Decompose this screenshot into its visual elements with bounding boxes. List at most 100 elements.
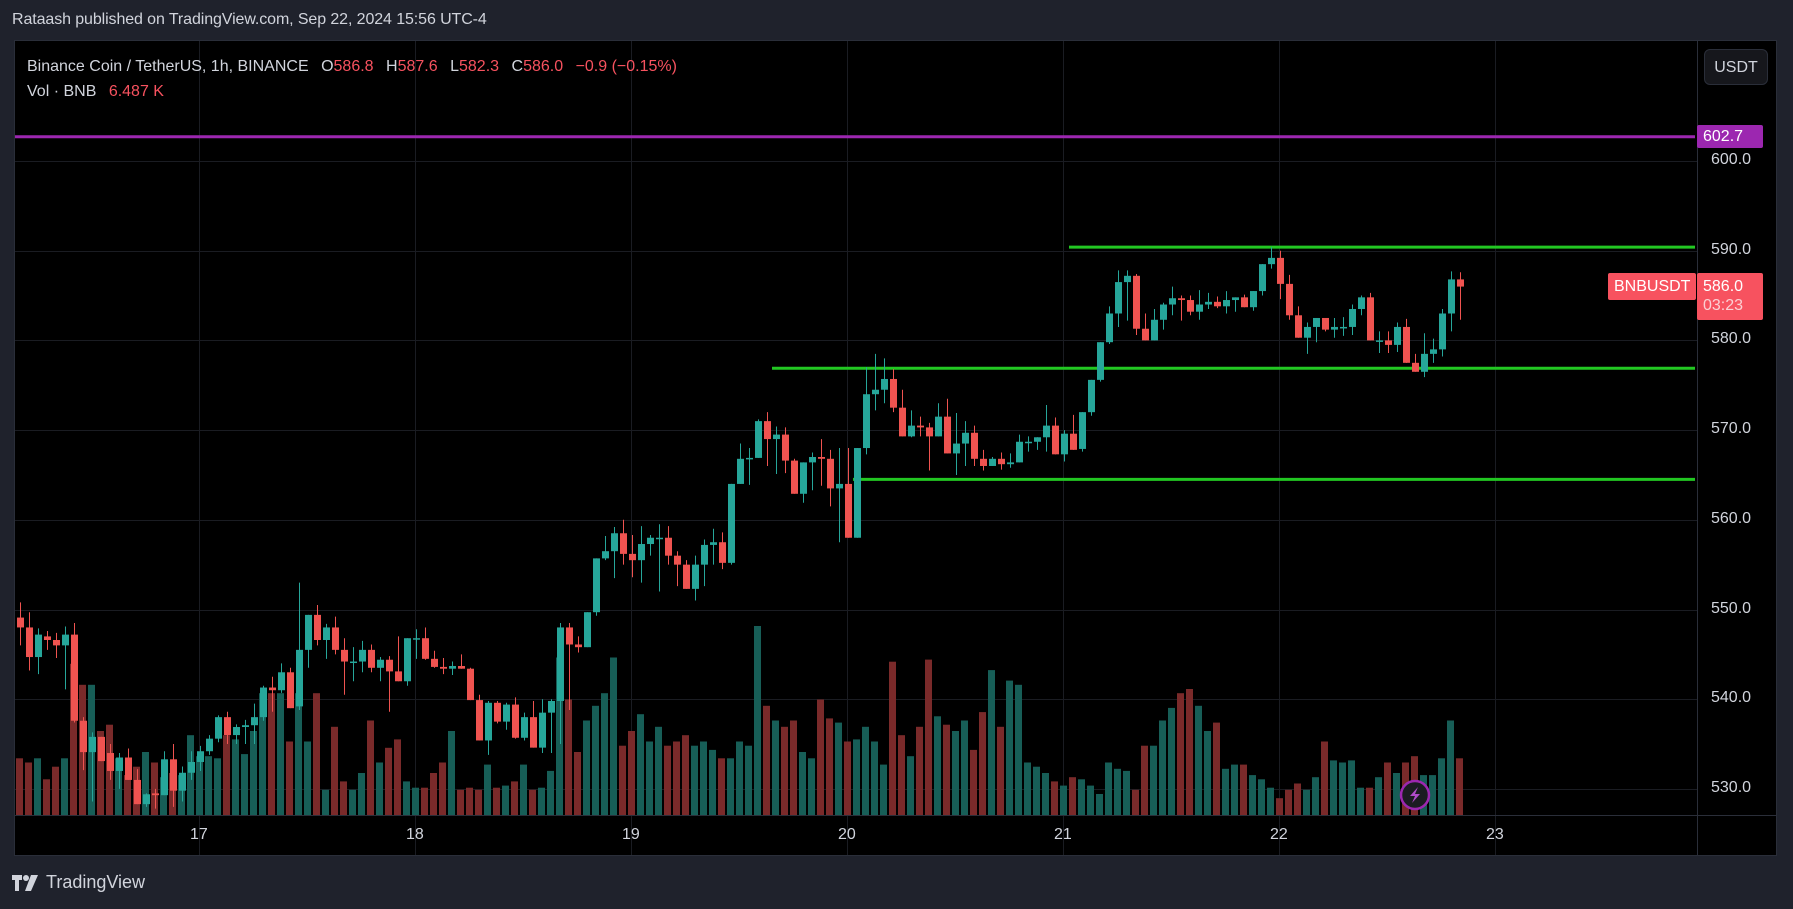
candle-up <box>962 432 969 444</box>
candle-up <box>188 761 195 773</box>
volume-bar <box>628 731 635 815</box>
price-axis-label: 540.0 <box>1711 689 1752 707</box>
candle-up <box>863 394 870 449</box>
volume-bar <box>970 749 977 815</box>
candle-up <box>656 537 663 540</box>
volume-bar <box>736 741 743 815</box>
published-caption: Rataash published on TradingView.com, Se… <box>12 11 487 28</box>
time-axis-label: 17 <box>190 826 208 843</box>
volume-bar <box>835 722 842 815</box>
candle-down <box>782 434 789 461</box>
volume-bar <box>1438 758 1445 815</box>
volume-bar <box>1348 760 1355 815</box>
volume-bar <box>34 758 41 815</box>
candle-up <box>737 458 744 484</box>
ohlc-row: Binance Coin / TetherUS, 1h, BINANCE O58… <box>27 54 677 79</box>
candle-up <box>1196 304 1203 312</box>
candle-up <box>350 661 357 664</box>
volume-bar <box>124 775 131 815</box>
volume-row: Vol · BNB 6.487 K <box>27 79 677 104</box>
candle-down <box>1412 362 1419 372</box>
volume-bar <box>1177 693 1184 815</box>
symbol-tag: BNBUSDT <box>1608 273 1697 300</box>
volume-bar <box>619 745 626 815</box>
volume-bar <box>1429 775 1436 815</box>
candle-up <box>1043 425 1050 438</box>
currency-button[interactable]: USDT <box>1704 49 1768 85</box>
volume-bar <box>223 735 230 815</box>
volume-bar <box>574 752 581 815</box>
candle-down <box>1214 301 1221 307</box>
candle-up <box>305 614 312 650</box>
low-label: L <box>450 58 459 75</box>
candle-down <box>719 542 726 563</box>
volume-bar <box>592 705 599 815</box>
candle-up <box>1268 257 1275 265</box>
candle-up <box>1340 326 1347 329</box>
high-label: H <box>386 58 398 75</box>
volume-bar <box>916 726 923 815</box>
volume-bar <box>952 731 959 815</box>
volume-bar <box>466 787 473 815</box>
candle-down <box>764 421 771 440</box>
candle-up <box>602 551 609 559</box>
candle-down <box>395 671 402 682</box>
volume-bar <box>1339 762 1346 815</box>
volume-bar <box>547 770 554 815</box>
volume-bar <box>826 718 833 815</box>
candle-up <box>611 533 618 552</box>
candle-up <box>989 458 996 466</box>
volume-bar <box>196 756 203 815</box>
candle-up <box>404 638 411 682</box>
volume-bar <box>1366 787 1373 815</box>
volume-bar <box>1294 783 1301 815</box>
tradingview-logo[interactable]: TradingView <box>12 872 145 893</box>
candle-up <box>1034 437 1041 442</box>
candle-up <box>728 483 735 563</box>
symbol-title[interactable]: Binance Coin / TetherUS, 1h, BINANCE <box>27 58 309 75</box>
candle-down <box>1457 279 1464 287</box>
volume-bar <box>313 693 320 815</box>
candle-up <box>710 542 717 545</box>
volume-bar <box>511 781 518 815</box>
volume-bar <box>601 693 608 815</box>
candle-up <box>1421 353 1428 372</box>
candle-up <box>773 434 780 440</box>
candle-down <box>332 627 339 650</box>
time-axis-label: 19 <box>622 826 640 843</box>
candle-up <box>800 462 807 494</box>
candle-up <box>1349 309 1356 327</box>
candle-up <box>1007 462 1014 465</box>
candle-up <box>1088 379 1095 413</box>
volume-bar <box>304 741 311 815</box>
candle-down <box>386 659 393 672</box>
volume-bar <box>493 787 500 815</box>
change-value: −0.9 (−0.15%) <box>575 58 677 75</box>
volume-bar <box>1231 764 1238 815</box>
candle-up <box>1304 326 1311 338</box>
volume-bar <box>1447 720 1454 815</box>
volume-bar <box>1222 768 1229 815</box>
volume-bar <box>403 781 410 815</box>
candle-down <box>1241 297 1248 308</box>
close-label: C <box>511 58 524 75</box>
candle-down <box>1187 300 1194 312</box>
open-label: O <box>321 58 334 75</box>
volume-bar <box>250 731 257 815</box>
volume-bar <box>1186 689 1193 815</box>
volume-bar <box>817 699 824 815</box>
candle-up <box>296 649 303 707</box>
candle-up <box>89 736 96 753</box>
volume-bar <box>169 773 176 815</box>
volume-bar <box>295 693 302 815</box>
candle-down <box>368 649 375 668</box>
volume-label[interactable]: Vol · BNB <box>27 83 97 100</box>
volume-bar <box>700 741 707 815</box>
volume-bar <box>529 789 536 815</box>
volume-bar <box>808 758 815 815</box>
candle-up <box>638 544 645 561</box>
candle-up <box>584 612 591 648</box>
volume-bar <box>421 787 428 815</box>
candle-down <box>107 753 114 771</box>
